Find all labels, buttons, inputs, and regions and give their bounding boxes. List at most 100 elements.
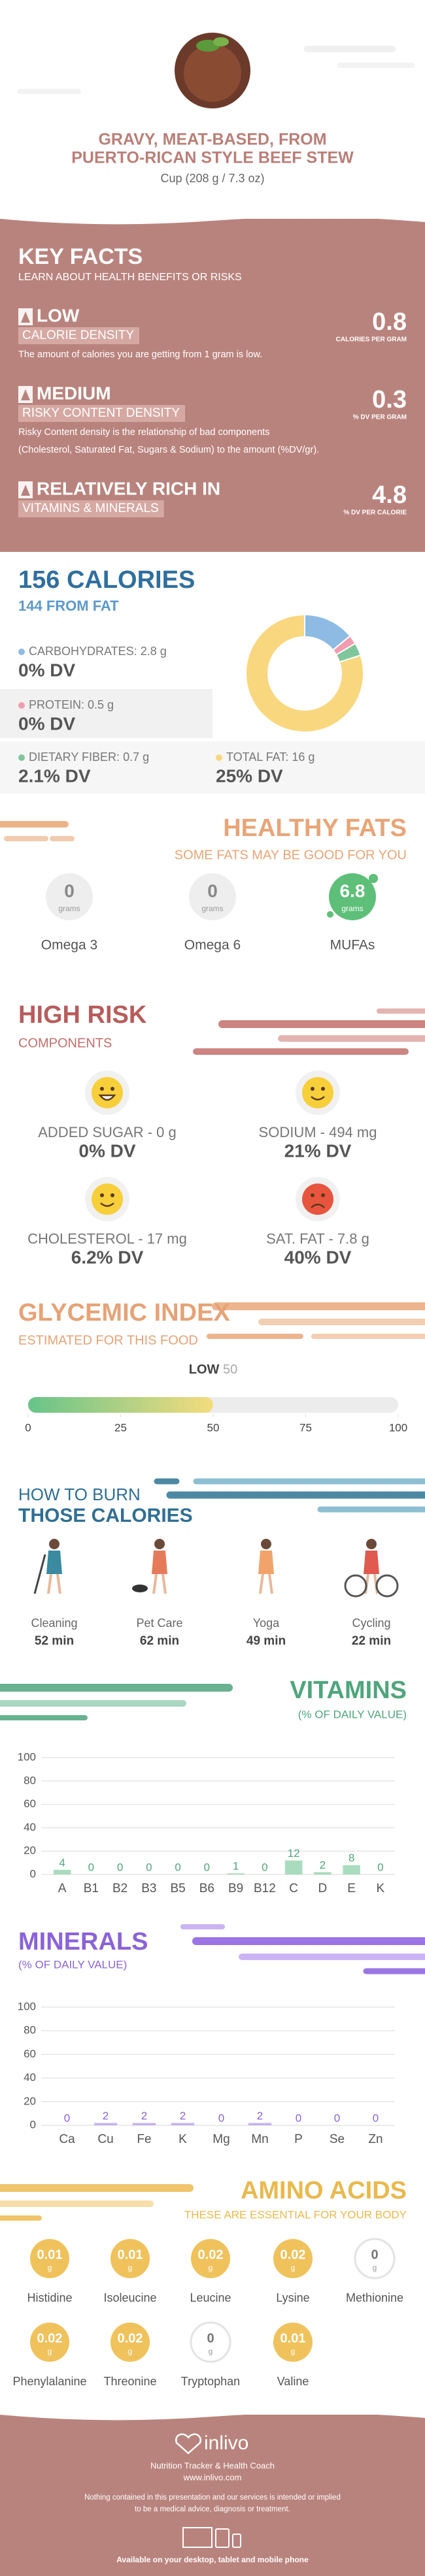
amino-circle (30, 2323, 69, 2362)
footer-bg (0, 2415, 425, 2576)
calories-title: 156 CALORIES (18, 566, 195, 594)
figure-body (364, 1551, 379, 1574)
section-title: MINERALS (18, 1928, 148, 1956)
figure-body (46, 1551, 62, 1574)
amino-unit: g (48, 2263, 52, 2272)
fact-label-bg (18, 405, 186, 422)
fat-name: MUFAs (330, 938, 375, 953)
face-eye (110, 1193, 114, 1197)
figure-body (152, 1551, 167, 1574)
section-subtitle: (% OF DAILY VALUE) (18, 1958, 127, 1971)
macro-dv: 2.1% DV (18, 765, 91, 786)
donut-slice (245, 613, 364, 733)
activity-time: 52 min (35, 1634, 74, 1648)
fact-unit: CALORIES PER GRAM (336, 336, 407, 344)
value-label: 0 (88, 1861, 94, 1873)
device-icon (182, 2527, 212, 2548)
burn-title: HOW TO BURN (18, 1485, 141, 1504)
gi-tick-label: 25 (114, 1421, 127, 1434)
value-label: 0 (175, 1861, 180, 1873)
device-icon (232, 2534, 241, 2548)
fact-level: RELATIVELY RICH IN (37, 478, 220, 498)
fact-label: VITAMINS & MINERALS (22, 502, 159, 515)
value-label: 2 (320, 1859, 326, 1871)
y-tick-label: 60 (24, 1797, 36, 1810)
amino-unit: g (373, 2263, 377, 2272)
section-title: HEALTHY FATS (223, 814, 407, 842)
x-tick-label: B2 (112, 1882, 128, 1895)
pet (132, 1585, 148, 1592)
risk-dv: 0% DV (78, 1140, 135, 1161)
face-eye (110, 1087, 114, 1091)
macro-bg (0, 741, 425, 794)
fact-icon-glyph (21, 389, 30, 400)
gi-tick-label: 0 (25, 1421, 31, 1434)
amino-unit: g (128, 2263, 133, 2272)
x-tick-label: Fe (137, 2133, 151, 2146)
fat-circle (46, 873, 93, 920)
fact-unit: % DV PER CALORIE (343, 509, 407, 517)
activity-name: Pet Care (136, 1617, 182, 1630)
amino-circle (354, 2238, 396, 2279)
macro-bg (0, 689, 212, 738)
x-tick-label: A (58, 1882, 67, 1895)
amino-value: 0.02 (118, 2331, 143, 2345)
amino-unit: g (291, 2263, 296, 2272)
figure-head (154, 1539, 165, 1549)
value-label: 2 (103, 2110, 109, 2122)
fat-unit: grams (341, 904, 363, 913)
macro-label: TOTAL FAT: 16 g (226, 750, 314, 764)
face-eye (321, 1087, 325, 1091)
fact-level: MEDIUM (37, 383, 111, 403)
section-title: AMINO ACIDS (241, 2177, 407, 2204)
mop (33, 1554, 46, 1594)
amino-name: Histidine (27, 2291, 72, 2304)
gi-tick-label: 100 (389, 1421, 407, 1434)
fat-name: Omega 3 (41, 938, 97, 953)
section-subtitle: (% OF DAILY VALUE) (298, 1708, 407, 1720)
value-label: 2 (257, 2110, 263, 2122)
footer-edge (0, 2413, 425, 2421)
bar (227, 1873, 245, 1875)
fact-description: (Cholesterol, Saturated Fat, Sugars & So… (18, 445, 319, 455)
wheel (375, 1574, 399, 1598)
x-tick-label: B6 (199, 1882, 214, 1895)
face-eye (311, 1193, 314, 1197)
figure-head (366, 1539, 377, 1549)
section-subtitle: THESE ARE ESSENTIAL FOR YOUR BODY (184, 2208, 407, 2221)
fat-unit: grams (58, 904, 80, 913)
y-tick-label: 100 (18, 2000, 36, 2012)
figure-body (258, 1551, 274, 1574)
macro-dv: 0% DV (18, 713, 75, 733)
activity-time: 49 min (246, 1634, 286, 1648)
section-title: KEY FACTS (18, 244, 143, 269)
risk-label: CHOLESTEROL - 17 mg (27, 1231, 187, 1247)
x-tick-label: B12 (254, 1882, 276, 1895)
y-tick-label: 0 (30, 2118, 36, 2131)
fat-circle (189, 873, 236, 920)
x-tick-label: C (289, 1882, 298, 1895)
face-mouth (311, 1203, 325, 1208)
face-mouth (311, 1096, 325, 1101)
value-label: 0 (377, 1861, 383, 1873)
serving: Cup (208 g / 7.3 oz) (160, 172, 264, 185)
fat-unit: grams (201, 904, 223, 913)
brand: inlivo (204, 2432, 248, 2454)
face-mouth (98, 1094, 116, 1101)
figure-legs (259, 1573, 273, 1594)
gi-tick-label: 75 (299, 1421, 312, 1434)
y-tick-label: 40 (24, 1821, 36, 1833)
fact-icon-glyph (21, 312, 30, 323)
macro-amount: 2.8 g (141, 645, 167, 658)
gi-level-name: LOW (189, 1362, 220, 1377)
x-tick-label: D (318, 1882, 328, 1895)
face-eye (100, 1193, 104, 1197)
value-label: 0 (218, 2112, 224, 2124)
fact-label: RISKY CONTENT DENSITY (22, 406, 180, 420)
macro-label: CARBOHYDRATES: 2.8 g (29, 645, 167, 658)
amino-unit: g (209, 2263, 213, 2272)
value-label: 4 (59, 1856, 65, 1869)
section-title: HIGH RISK (18, 1001, 147, 1029)
fact-unit: % DV PER GRAM (353, 414, 407, 421)
amino-name: Valine (277, 2375, 309, 2388)
